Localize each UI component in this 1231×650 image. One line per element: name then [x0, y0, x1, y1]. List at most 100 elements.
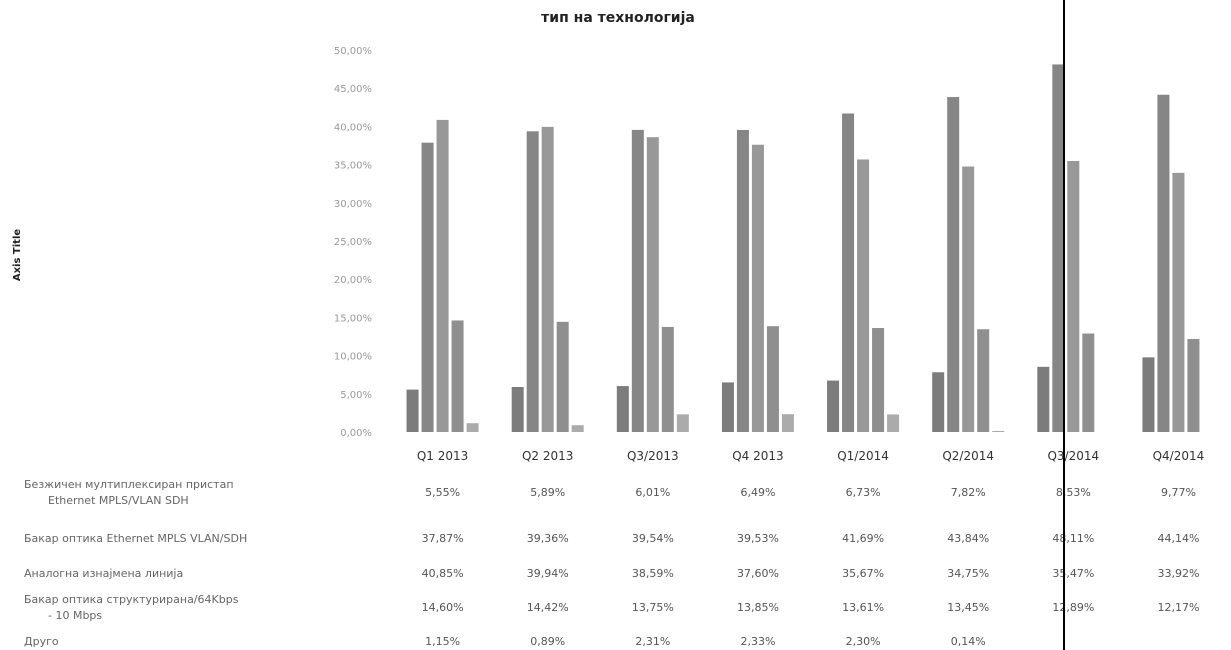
chart-title: тип на технологија: [541, 10, 695, 26]
y-tick-label: 40,00%: [334, 122, 372, 133]
bar: [526, 131, 539, 432]
x-axis: Q1 2013 Q2 2013 Q3/2013 Q4 2013 Q1/2014 Q2/20…: [417, 449, 1204, 463]
bar: [451, 320, 464, 432]
table-cell: 48,11%: [1052, 532, 1094, 545]
y-tick-label: 25,00%: [334, 237, 372, 248]
table-cell: 13,75%: [632, 601, 674, 614]
bar: [1082, 333, 1095, 432]
table-cell: 37,60%: [737, 567, 779, 580]
bar: [661, 326, 674, 432]
x-tick-label: Q2 2013: [522, 449, 573, 463]
y-tick-label: 15,00%: [334, 313, 372, 324]
table-cell: 12,89%: [1052, 601, 1094, 614]
bar: [466, 423, 479, 432]
bar: [962, 166, 975, 432]
y-tick-label: 50,00%: [334, 46, 372, 57]
table-cell: 13,61%: [842, 601, 884, 614]
table-cell: 41,69%: [842, 532, 884, 545]
y-tick-label: 35,00%: [334, 161, 372, 172]
table-cell: 5,55%: [425, 486, 460, 499]
table-cell: 44,14%: [1157, 532, 1199, 545]
bar: [436, 119, 449, 432]
table-cell: 1,15%: [425, 635, 460, 648]
x-tick-label: Q4 2013: [732, 449, 783, 463]
table-cell: 6,73%: [846, 486, 881, 499]
bar: [781, 414, 794, 432]
bar: [766, 326, 779, 432]
table-row-label: Аналогна изнајмена линија: [24, 567, 183, 580]
table-cell: 6,49%: [740, 486, 775, 499]
x-tick-label: Q3/2013: [627, 449, 679, 463]
bar: [992, 430, 1005, 432]
x-tick-label: Q4/2014: [1153, 449, 1205, 463]
x-tick-label: Q2/2014: [942, 449, 994, 463]
table-cell: 38,59%: [632, 567, 674, 580]
table-cell: 6,01%: [635, 486, 670, 499]
table-cell: 39,53%: [737, 532, 779, 545]
table-cell: 0,89%: [530, 635, 565, 648]
table-cell: 43,84%: [947, 532, 989, 545]
bar: [676, 414, 689, 432]
table-cell: 9,77%: [1161, 486, 1196, 499]
table-cell: 37,87%: [422, 532, 464, 545]
bar: [872, 328, 885, 432]
bar: [751, 144, 764, 432]
bar: [631, 129, 644, 432]
bars: [406, 64, 1200, 433]
table-cell: 35,67%: [842, 567, 884, 580]
table-cell: 2,33%: [740, 635, 775, 648]
table-cell: 33,92%: [1157, 567, 1199, 580]
x-tick-label: Q1/2014: [837, 449, 889, 463]
table-cell: 34,75%: [947, 567, 989, 580]
bar: [556, 321, 569, 432]
y-axis-title: Axis Title: [12, 229, 23, 282]
bar: [736, 129, 749, 433]
bar: [1172, 172, 1185, 432]
table-row-label: Бакар оптика структурирана/64Kbps - 10 Mb…: [24, 593, 239, 622]
bar: [511, 387, 524, 432]
table-cell: 14,42%: [527, 601, 569, 614]
bar: [947, 97, 960, 432]
bar: [721, 382, 734, 432]
bar: [646, 137, 659, 432]
table-cell: 2,30%: [846, 635, 881, 648]
bar: [406, 389, 419, 432]
bar: [1157, 94, 1170, 433]
y-tick-label: 45,00%: [334, 84, 372, 95]
bar: [1067, 161, 1080, 432]
table-cell: 13,45%: [947, 601, 989, 614]
x-tick-label: Q1 2013: [417, 449, 468, 463]
y-tick-label: 10,00%: [334, 352, 372, 363]
bar: [1037, 366, 1050, 432]
y-tick-label: 20,00%: [334, 275, 372, 286]
table-cell: 2,31%: [635, 635, 670, 648]
table-cell: 39,94%: [527, 567, 569, 580]
table-cell: 40,85%: [422, 567, 464, 580]
table-cell: 8,53%: [1056, 486, 1091, 499]
table-cell: 14,60%: [422, 601, 464, 614]
bar: [842, 113, 855, 432]
data-table: Безжичен мултиплексиран пристап Ethernet …: [24, 478, 1199, 648]
y-tick-label: 30,00%: [334, 199, 372, 210]
bar: [932, 372, 945, 432]
bar: [887, 414, 900, 432]
table-cell: 39,54%: [632, 532, 674, 545]
table-cell: 7,82%: [951, 486, 986, 499]
bar: [541, 126, 554, 432]
table-row-label: Безжичен мултиплексиран пристап Ethernet …: [24, 478, 234, 507]
table-row-label: Друго: [24, 635, 59, 648]
table-cell: 39,36%: [527, 532, 569, 545]
table-cell: 0,14%: [951, 635, 986, 648]
x-tick-label: Q3/2014: [1047, 449, 1099, 463]
bar: [977, 329, 990, 432]
bar: [1142, 357, 1155, 432]
bar: [571, 425, 584, 432]
table-cell: 13,85%: [737, 601, 779, 614]
table-row-label: Бакар оптика Ethernet MPLS VLAN/SDH: [24, 532, 247, 545]
bar: [421, 142, 434, 432]
y-tick-label: 0,00%: [340, 428, 372, 439]
y-axis: 0,00% 5,00% 10,00% 15,00% 20,00% 25,00% 30,00%…: [334, 46, 372, 439]
table-cell: 5,89%: [530, 486, 565, 499]
bar: [857, 159, 870, 432]
